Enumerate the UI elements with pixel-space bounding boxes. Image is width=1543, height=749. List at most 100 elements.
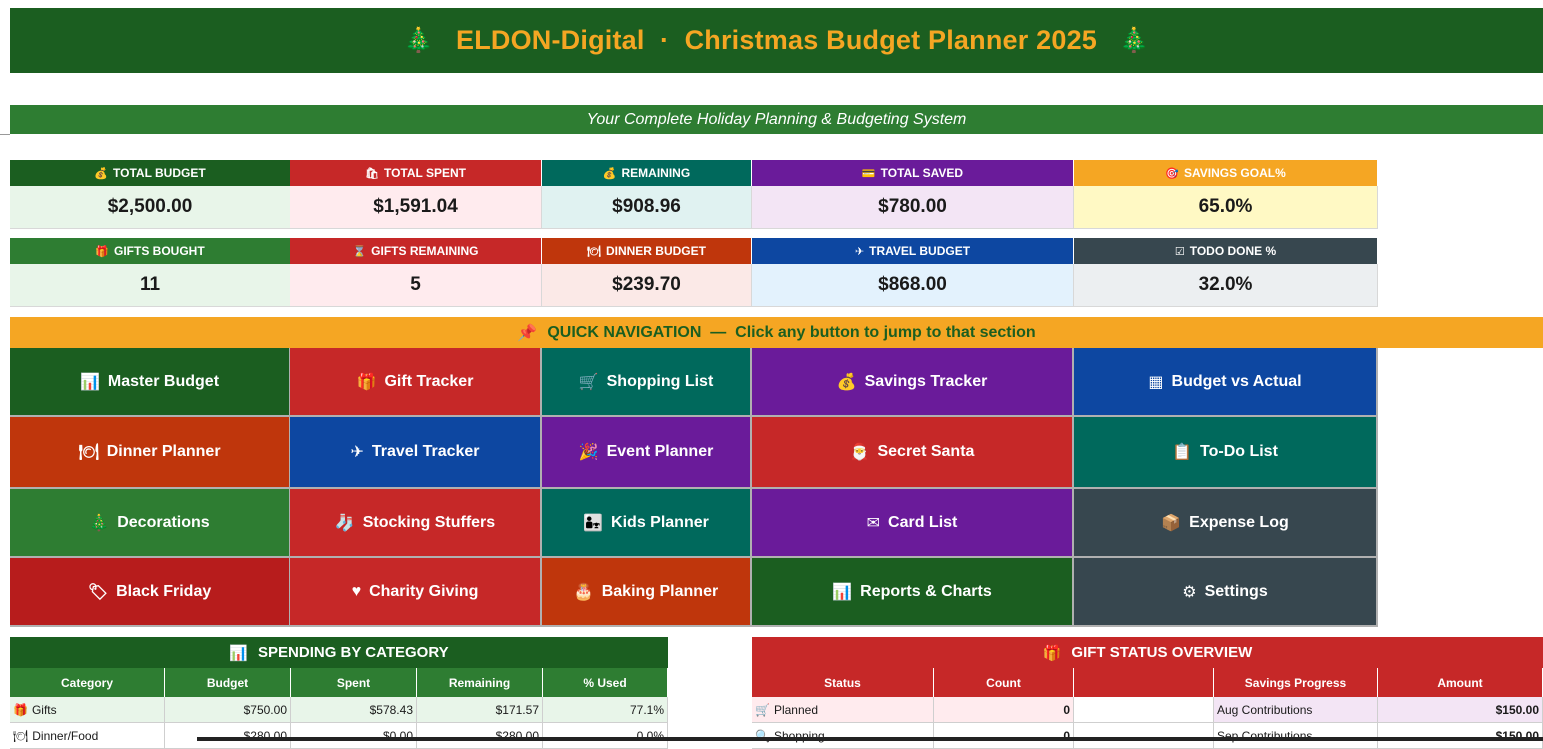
table-cell-count: 0 <box>934 697 1074 723</box>
nav-button-label: Master Budget <box>107 372 220 390</box>
nav-button-label: Dinner Planner <box>106 443 221 460</box>
column-header: Status <box>752 668 934 697</box>
divider <box>0 134 10 135</box>
nav-button-travel-tracker[interactable]: ✈ Travel Tracker <box>290 417 542 489</box>
nav-icon: ▦ <box>1148 373 1164 391</box>
nav-button-shopping-list[interactable]: 🛒 Shopping List <box>542 348 752 417</box>
nav-button-black-friday[interactable]: 🏷 Black Friday <box>10 558 291 627</box>
nav-icon: 🎅 <box>849 444 870 461</box>
spending-section-header: 📊 SPENDING BY CATEGORY <box>10 637 668 668</box>
nav-icon: 🎂 <box>573 583 594 601</box>
kpi-label: 🛍 TOTAL SPENT <box>290 160 542 186</box>
nav-button-budget-vs-actual[interactable]: ▦ Budget vs Actual <box>1074 348 1378 417</box>
kpi-value: 32.0% <box>1074 264 1378 307</box>
kpi-label: 🎁 GIFTS BOUGHT <box>10 238 291 264</box>
kpi-icon: 💰 <box>602 167 617 180</box>
nav-button-label: Event Planner <box>606 443 714 460</box>
horizontal-scrollbar[interactable] <box>197 737 1543 741</box>
nav-button-label: Budget vs Actual <box>1171 372 1302 390</box>
kpi-value: $868.00 <box>752 264 1074 307</box>
kpi-value: $239.70 <box>542 264 752 307</box>
kpi-icon: 💰 <box>94 167 109 180</box>
column-header: Category <box>10 668 165 697</box>
gift-status-section-header: 🎁 GIFT STATUS OVERVIEW <box>752 637 1543 668</box>
table-cell-budget: $280.00 <box>165 723 291 749</box>
nav-button-card-list[interactable]: ✉ Card List <box>752 489 1074 558</box>
table-cell-spent: $578.43 <box>291 697 417 723</box>
table-cell-savings-progress: Sep Contributions <box>1214 723 1378 749</box>
spending-section-title: SPENDING BY CATEGORY <box>258 644 449 661</box>
kpi-value: 11 <box>10 264 291 307</box>
nav-button-label: Savings Tracker <box>864 372 988 390</box>
nav-button-dinner-planner[interactable]: 🍽 Dinner Planner <box>10 417 291 489</box>
nav-icon: 📋 <box>1172 444 1192 461</box>
nav-button-label: Baking Planner <box>601 582 719 600</box>
tree-icon: 🎄 <box>1119 27 1150 54</box>
nav-button-label: Expense Log <box>1189 513 1289 531</box>
kpi-label-text: REMAINING <box>621 166 691 180</box>
kpi-label: ⌛ GIFTS REMAINING <box>290 238 542 264</box>
kpi-label-text: TOTAL BUDGET <box>113 166 206 180</box>
page-title: ELDON-Digital · Christmas Budget Planner… <box>455 25 1098 55</box>
nav-button-label: Shopping List <box>606 372 714 390</box>
table-cell-remaining: $171.57 <box>417 697 543 723</box>
nav-button-gift-tracker[interactable]: 🎁 Gift Tracker <box>290 348 542 417</box>
quick-navigation-title: QUICK NAVIGATION — Click any button to j… <box>547 323 1036 341</box>
column-header <box>1074 668 1214 697</box>
kpi-value: 65.0% <box>1074 186 1378 229</box>
table-cell-amount: $150.00 <box>1378 697 1543 723</box>
nav-button-secret-santa[interactable]: 🎅 Secret Santa <box>752 417 1074 489</box>
kpi-label: 💰 REMAINING <box>542 160 752 186</box>
nav-button-label: Charity Giving <box>369 582 479 600</box>
nav-button-decorations[interactable]: 🎄 Decorations <box>10 489 291 558</box>
nav-icon: 🎁 <box>356 373 377 391</box>
nav-icon: 🎄 <box>89 514 110 532</box>
kpi-label: ✈ TRAVEL BUDGET <box>752 238 1074 264</box>
kpi-icon: ☑ <box>1174 245 1185 258</box>
kpi-value: $780.00 <box>752 186 1074 229</box>
status-name: Planned <box>773 702 818 717</box>
nav-button-settings[interactable]: ⚙ Settings <box>1074 558 1378 627</box>
kpi-label: 🍽 DINNER BUDGET <box>542 238 752 264</box>
nav-button-reports-charts[interactable]: 📊 Reports & Charts <box>752 558 1074 627</box>
table-cell-spent: $0.00 <box>291 723 417 749</box>
nav-icon: 🎉 <box>578 444 599 461</box>
nav-button-charity-giving[interactable]: ♥ Charity Giving <box>290 558 542 627</box>
nav-button-baking-planner[interactable]: 🎂 Baking Planner <box>542 558 752 627</box>
table-cell-status: 🔍 Shopping <box>752 723 934 749</box>
kpi-icon: 🛍 <box>365 167 379 180</box>
nav-button-stocking-stuffers[interactable]: 🧦 Stocking Stuffers <box>290 489 542 558</box>
kpi-label-text: TODO DONE % <box>1189 244 1277 258</box>
nav-button-savings-tracker[interactable]: 💰 Savings Tracker <box>752 348 1074 417</box>
nav-icon: 🛒 <box>578 373 599 391</box>
table-cell-status: 🛒 Planned <box>752 697 934 723</box>
kpi-icon: 🎁 <box>95 245 110 258</box>
nav-button-label: Stocking Stuffers <box>362 513 496 531</box>
kpi-label-text: SAVINGS GOAL% <box>1183 166 1286 180</box>
table-cell-used: 77.1% <box>543 697 668 723</box>
kpi-label-text: DINNER BUDGET <box>605 244 706 258</box>
nav-button-expense-log[interactable]: 📦 Expense Log <box>1074 489 1378 558</box>
nav-button-label: Black Friday <box>116 582 212 600</box>
table-cell-category: 🍽 Dinner/Food <box>10 723 165 749</box>
table-cell-empty <box>1074 697 1214 723</box>
kpi-label-text: GIFTS BOUGHT <box>114 244 205 258</box>
kpi-value: $2,500.00 <box>10 186 291 229</box>
nav-button-to-do-list[interactable]: 📋 To-Do List <box>1074 417 1378 489</box>
table-cell-budget: $750.00 <box>165 697 291 723</box>
nav-button-master-budget[interactable]: 📊 Master Budget <box>10 348 291 417</box>
kpi-icon: 🎯 <box>1165 167 1179 180</box>
nav-button-event-planner[interactable]: 🎉 Event Planner <box>542 417 752 489</box>
category-name: Dinner/Food <box>32 728 99 743</box>
column-header: Remaining <box>417 668 543 697</box>
kpi-icon: 🍽 <box>587 245 601 258</box>
table-cell-used: 0.0% <box>543 723 668 749</box>
gift-status-section-title: GIFT STATUS OVERVIEW <box>1071 644 1253 661</box>
nav-button-kids-planner[interactable]: 👨‍👧 Kids Planner <box>542 489 752 558</box>
nav-icon: ✈ <box>350 444 364 461</box>
nav-icon: ♥ <box>351 582 362 600</box>
nav-button-label: Settings <box>1204 582 1268 600</box>
column-header: Savings Progress <box>1214 668 1378 697</box>
kpi-value: 5 <box>290 264 542 307</box>
kpi-label: 💰 TOTAL BUDGET <box>10 160 291 186</box>
